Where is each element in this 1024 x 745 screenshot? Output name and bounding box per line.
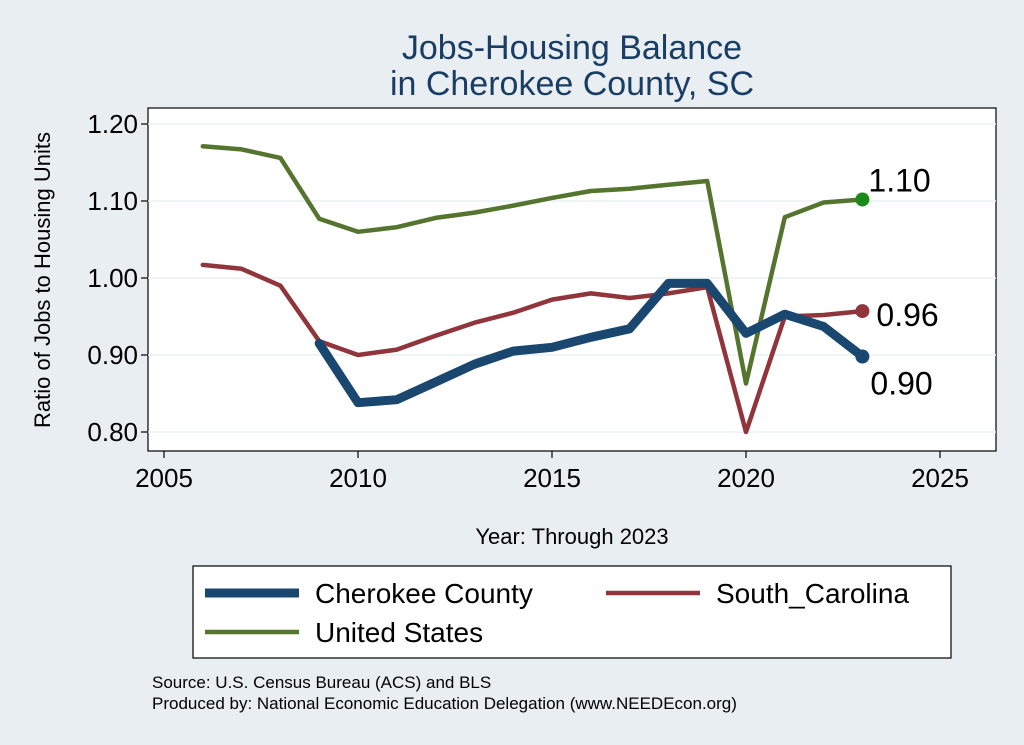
y-axis: 0.80 0.90 1.00 1.10 1.20 [87,109,148,447]
plot-area [148,108,996,451]
end-value-label: 0.90 [870,366,932,402]
chart-title-line-2: in Cherokee County, SC [390,65,754,103]
source-line-1: Source: U.S. Census Bureau (ACS) and BLS [152,673,491,692]
chart-title-line-1: Jobs-Housing Balance [402,29,742,67]
x-tick-label: 2010 [329,463,387,493]
source-line-2: Produced by: National Economic Education… [152,694,737,713]
x-axis-label: Year: Through 2023 [475,524,668,549]
y-tick-label: 1.00 [87,263,138,293]
end-marker [855,350,869,364]
x-tick-label: 2025 [911,463,969,493]
y-axis-label: Ratio of Jobs to Housing Units [30,132,55,428]
end-marker [855,304,869,318]
end-value-label: 1.10 [868,162,930,198]
y-tick-label: 1.20 [87,109,138,139]
x-tick-label: 2020 [717,463,775,493]
legend-label: South_Carolina [716,578,909,609]
end-value-label: 0.96 [876,297,938,333]
legend-label: Cherokee County [315,578,533,609]
x-axis: 2005 2010 2015 2020 2025 [135,451,969,493]
end-marker [855,192,869,206]
x-tick-label: 2015 [523,463,581,493]
y-tick-label: 0.80 [87,417,138,447]
y-tick-label: 0.90 [87,340,138,370]
chart: Jobs-Housing Balance in Cherokee County,… [0,0,1024,745]
legend-label: United States [315,617,483,648]
y-tick-label: 1.10 [87,186,138,216]
x-tick-label: 2005 [135,463,193,493]
